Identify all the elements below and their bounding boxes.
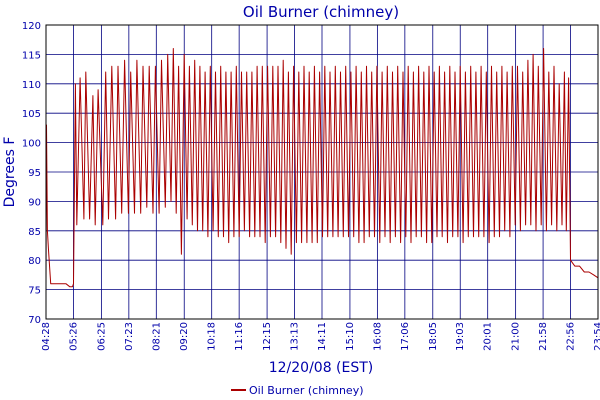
x-tick-label: 05:26 [68,322,79,351]
x-tick-label: 21:00 [511,322,522,351]
y-tick-label: 75 [28,286,41,297]
x-tick-label: 11:16 [234,322,245,351]
y-tick-label: 110 [22,80,41,91]
y-tick-label: 90 [28,197,41,208]
x-axis-title: 12/20/08 (EST) [269,360,374,376]
y-tick-label: 95 [28,168,41,179]
x-tick-label: 20:01 [483,322,494,351]
x-ticks: 04:28 05:26 06:25 07:23 08:21 09:20 10:18 11:16… [41,322,600,351]
x-tick-label: 14:11 [317,322,328,351]
legend-label: Oil Burner (chimney) [249,384,364,397]
y-tick-label: 105 [22,109,41,120]
y-tick-label: 80 [28,256,41,267]
x-tick-label: 13:13 [290,322,301,351]
chart-title: Oil Burner (chimney) [243,3,399,21]
legend: Oil Burner (chimney) [231,384,364,397]
y-tick-label: 115 [22,50,41,61]
x-tick-label: 04:28 [41,322,52,351]
x-tick-label: 16:08 [372,322,383,351]
x-tick-label: 22:56 [566,322,577,351]
x-tick-label: 18:05 [428,322,439,351]
y-tick-label: 85 [28,227,41,238]
x-tick-label: 10:18 [207,322,218,351]
series-layer [45,48,599,288]
x-tick-label: 21:58 [538,322,549,351]
plot-frame [45,24,599,320]
y-tick-label: 100 [22,139,41,150]
x-tick-label: 06:25 [96,322,107,351]
x-tick-label: 23:54 [593,322,600,351]
x-tick-label: 08:21 [151,322,162,351]
y-axis-title: Degrees F [2,137,18,208]
y-tick-label: 120 [22,21,41,32]
x-tick-label: 17:06 [400,322,411,351]
y-ticks: 70 75 80 85 90 95 100 105 110 115 120 [22,21,41,326]
x-tick-label: 19:03 [455,322,466,351]
y-tick-label: 70 [28,315,41,326]
x-tick-label: 09:20 [179,322,190,351]
x-tick-label: 12:15 [262,322,273,351]
x-tick-label: 07:23 [124,322,135,351]
x-tick-label: 15:10 [345,322,356,351]
series-line [45,48,599,288]
